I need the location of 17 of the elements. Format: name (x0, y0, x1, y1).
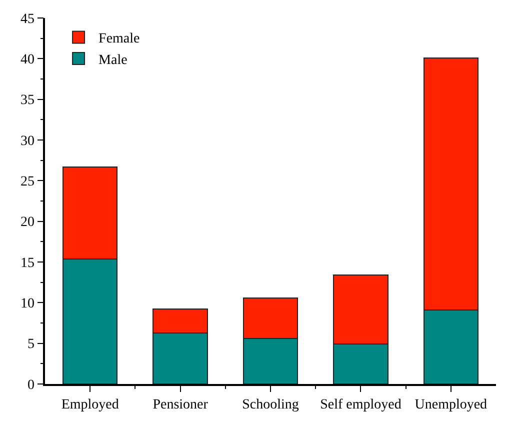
x-tick-label: Employed (61, 398, 119, 413)
y-tick-label: 20 (20, 215, 34, 230)
y-tick-label: 40 (20, 52, 34, 68)
x-tick-label: Pensioner (152, 398, 208, 413)
y-tick-label: 30 (20, 134, 34, 149)
y-tick-label: 35 (20, 93, 34, 108)
x-tick-label: Unemployed (414, 398, 488, 413)
y-tick-label: 15 (20, 256, 34, 271)
y-tick-label: 5 (27, 337, 34, 352)
y-tick-label: 25 (20, 174, 34, 190)
y-tick-label: 0 (27, 378, 34, 393)
x-tick-label: Self employed (320, 398, 402, 413)
x-tick-label: Schooling (242, 398, 299, 413)
legend-label: Female (98, 32, 140, 47)
y-tick-label: 45 (20, 12, 34, 27)
y-tick-label: 10 (20, 296, 34, 312)
legend-label: Male (98, 52, 128, 68)
